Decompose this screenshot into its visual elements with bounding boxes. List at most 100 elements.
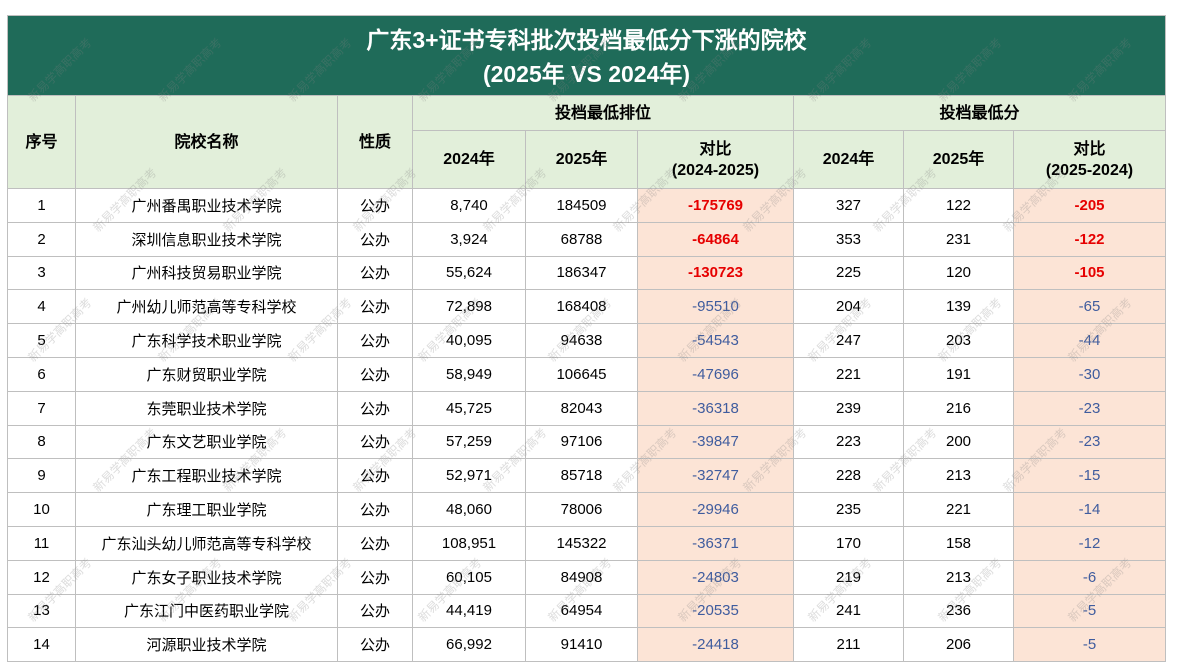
school-name: 广东汕头幼儿师范高等专科学校 [76, 526, 337, 560]
score-2024: 219 [794, 560, 903, 594]
rank-diff: -175769 [638, 189, 793, 222]
score-diff: -12 [1014, 526, 1165, 560]
score-diff: -122 [1014, 222, 1165, 256]
header-score-diff: 对比 (2025-2024) [1014, 131, 1165, 188]
header-score-group: 投档最低分 [794, 96, 1165, 130]
rank-2025: 68788 [526, 222, 637, 256]
row-index: 11 [8, 526, 75, 560]
score-diff: -15 [1014, 459, 1165, 493]
rank-2025: 84908 [526, 560, 637, 594]
row-index: 13 [8, 594, 75, 628]
title-line-2: (2025年 VS 2024年) [482, 60, 691, 87]
school-name: 广东财贸职业学院 [76, 357, 337, 391]
header-school: 院校名称 [76, 96, 337, 188]
score-2025: 203 [904, 324, 1013, 357]
row-index: 14 [8, 628, 75, 662]
school-type: 公办 [338, 560, 412, 594]
rank-2024: 40,095 [413, 324, 525, 357]
row-index: 6 [8, 357, 75, 391]
school-name: 广州幼儿师范高等专科学校 [76, 290, 337, 324]
school-type: 公办 [338, 628, 412, 662]
rank-2025: 97106 [526, 425, 637, 459]
rank-2024: 8,740 [413, 189, 525, 222]
school-type: 公办 [338, 357, 412, 391]
score-2024: 247 [794, 324, 903, 357]
score-2025: 139 [904, 290, 1013, 324]
score-2024: 239 [794, 391, 903, 425]
rank-2024: 57,259 [413, 425, 525, 459]
score-2025: 213 [904, 459, 1013, 493]
rank-diff: -36318 [638, 391, 793, 425]
score-2024: 225 [794, 256, 903, 290]
school-type: 公办 [338, 425, 412, 459]
score-diff: -6 [1014, 560, 1165, 594]
score-2025: 236 [904, 594, 1013, 628]
score-diff: -105 [1014, 256, 1165, 290]
rank-diff: -130723 [638, 256, 793, 290]
rank-2024: 52,971 [413, 459, 525, 493]
school-type: 公办 [338, 459, 412, 493]
header-score-diff-label: 对比 [1073, 140, 1106, 158]
school-name: 广东文艺职业学院 [76, 425, 337, 459]
school-name: 深圳信息职业技术学院 [76, 222, 337, 256]
rank-diff: -54543 [638, 324, 793, 357]
score-2025: 191 [904, 357, 1013, 391]
score-diff: -23 [1014, 425, 1165, 459]
table-title: 广东3+证书专科批次投档最低分下涨的院校 (2025年 VS 2024年) [8, 16, 1165, 95]
rank-2025: 145322 [526, 526, 637, 560]
school-name: 广东科学技术职业学院 [76, 324, 337, 357]
rank-2024: 58,949 [413, 357, 525, 391]
row-index: 3 [8, 256, 75, 290]
rank-2025: 82043 [526, 391, 637, 425]
rank-2024: 45,725 [413, 391, 525, 425]
score-diff: -5 [1014, 594, 1165, 628]
header-rank-diff-range: (2024-2025) [671, 161, 760, 179]
rank-diff: -20535 [638, 594, 793, 628]
score-diff: -44 [1014, 324, 1165, 357]
school-name: 广州番禺职业技术学院 [76, 189, 337, 222]
header-index: 序号 [8, 96, 75, 188]
score-2024: 170 [794, 526, 903, 560]
rank-2025: 64954 [526, 594, 637, 628]
score-2025: 231 [904, 222, 1013, 256]
rank-2024: 66,992 [413, 628, 525, 662]
school-type: 公办 [338, 189, 412, 222]
rank-diff: -39847 [638, 425, 793, 459]
rank-2025: 78006 [526, 493, 637, 526]
rank-diff: -32747 [638, 459, 793, 493]
rank-2024: 108,951 [413, 526, 525, 560]
school-type: 公办 [338, 256, 412, 290]
rank-2024: 55,624 [413, 256, 525, 290]
school-name: 广州科技贸易职业学院 [76, 256, 337, 290]
row-index: 10 [8, 493, 75, 526]
school-name: 广东女子职业技术学院 [76, 560, 337, 594]
school-type: 公办 [338, 493, 412, 526]
score-2025: 122 [904, 189, 1013, 222]
rank-2024: 48,060 [413, 493, 525, 526]
score-diff: -30 [1014, 357, 1165, 391]
rank-2025: 106645 [526, 357, 637, 391]
score-2025: 158 [904, 526, 1013, 560]
score-2024: 241 [794, 594, 903, 628]
score-2025: 216 [904, 391, 1013, 425]
rank-diff: -64864 [638, 222, 793, 256]
school-type: 公办 [338, 222, 412, 256]
rank-2025: 186347 [526, 256, 637, 290]
row-index: 8 [8, 425, 75, 459]
score-2025: 120 [904, 256, 1013, 290]
rank-diff: -24418 [638, 628, 793, 662]
header-score-2024: 2024年 [794, 131, 903, 188]
school-name: 广东江门中医药职业学院 [76, 594, 337, 628]
header-rank-diff: 对比 (2024-2025) [638, 131, 793, 188]
header-score-2025: 2025年 [904, 131, 1013, 188]
rank-2025: 184509 [526, 189, 637, 222]
rank-2025: 85718 [526, 459, 637, 493]
school-type: 公办 [338, 290, 412, 324]
score-2024: 353 [794, 222, 903, 256]
score-2025: 213 [904, 560, 1013, 594]
score-diff: -14 [1014, 493, 1165, 526]
school-type: 公办 [338, 324, 412, 357]
score-2025: 206 [904, 628, 1013, 662]
ranking-table: 广东3+证书专科批次投档最低分下涨的院校 (2025年 VS 2024年) 序号… [7, 15, 1166, 663]
header-type: 性质 [338, 96, 412, 188]
